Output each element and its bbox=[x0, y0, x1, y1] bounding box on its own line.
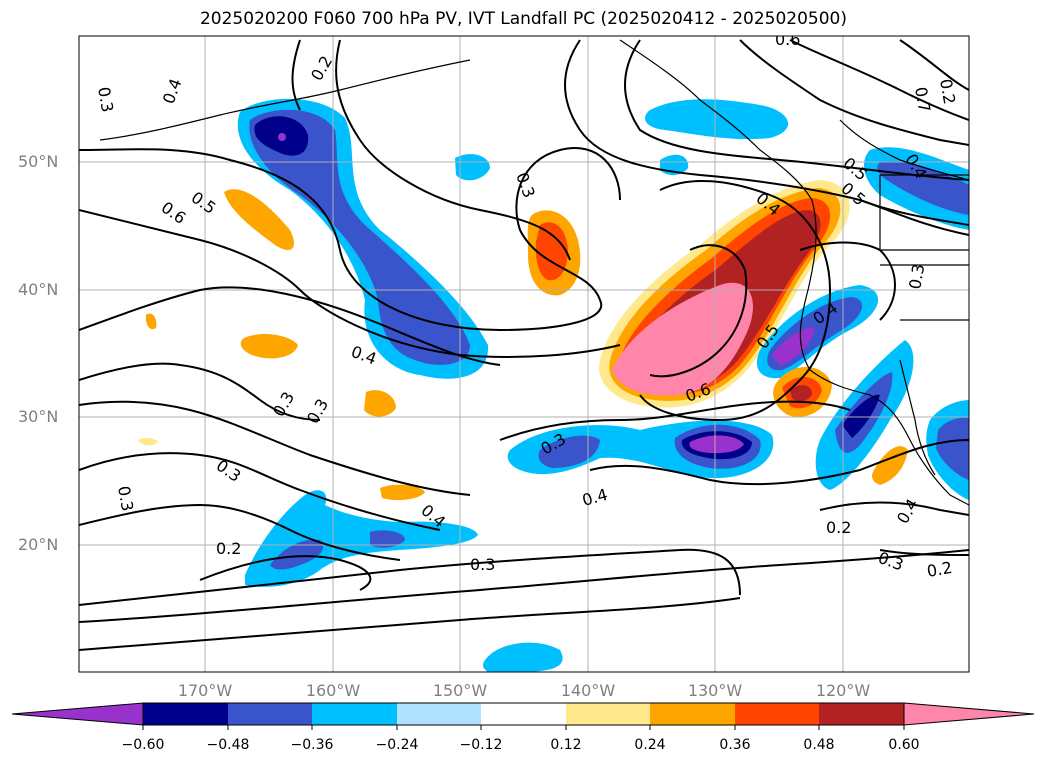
map-frame bbox=[78, 35, 970, 673]
contour-label: 0.3 bbox=[213, 456, 245, 486]
shading-layer bbox=[138, 98, 969, 672]
contour-label: 0.3 bbox=[512, 170, 539, 200]
lat-label-40n: 40°N bbox=[18, 280, 59, 299]
colorbar-tick: −0.36 bbox=[290, 737, 334, 753]
contour-label: 0.3 bbox=[303, 395, 332, 427]
graticule bbox=[79, 36, 969, 672]
colorbar-tick: 0.48 bbox=[803, 737, 835, 753]
contour-label: 0.2 bbox=[925, 558, 953, 581]
colorbar-tick: −0.24 bbox=[375, 737, 419, 753]
contour-label-layer: 0.3 0.4 0.2 0.6 0.5 0.3 0.4 0.6 0.5 0.4 … bbox=[94, 30, 959, 581]
lat-label-50n: 50°N bbox=[18, 152, 59, 171]
contour-label: 0.2 bbox=[936, 77, 959, 105]
lon-label-130w: 130°W bbox=[687, 681, 743, 700]
contour-label: 0.2 bbox=[216, 539, 241, 558]
colorbar-tick: −0.12 bbox=[459, 737, 503, 753]
map-title: 2025020200 F060 700 hPa PV, IVT Landfall… bbox=[199, 9, 847, 29]
lat-label-20n: 20°N bbox=[18, 535, 59, 554]
colorbar-tick: 0.24 bbox=[634, 737, 666, 753]
lon-label-150w: 150°W bbox=[432, 681, 488, 700]
contour-label: 0.4 bbox=[159, 76, 186, 106]
colorbar-tick: 0.36 bbox=[719, 737, 751, 753]
lon-label-170w: 170°W bbox=[177, 681, 233, 700]
colorbar-tick: −0.60 bbox=[121, 737, 165, 753]
contour-label: 0.3 bbox=[470, 555, 495, 574]
colorbar bbox=[11, 702, 1035, 730]
contour-label: 0.2 bbox=[826, 518, 851, 537]
lat-label-30n: 30°N bbox=[18, 407, 59, 426]
colorbar-tick: −0.48 bbox=[206, 737, 250, 753]
contour-label: 0.4 bbox=[580, 485, 610, 510]
contour-label: 0.3 bbox=[94, 85, 117, 113]
contour-label: 0.3 bbox=[114, 484, 137, 512]
contour-label: 0.6 bbox=[158, 198, 190, 228]
colorbar-tick: 0.12 bbox=[550, 737, 582, 753]
contour-label: 0.6 bbox=[775, 30, 800, 49]
contour-label: 0.3 bbox=[269, 388, 298, 420]
lon-label-140w: 140°W bbox=[560, 681, 616, 700]
contour-label: 0.5 bbox=[188, 188, 220, 218]
contour-label: 0.4 bbox=[893, 495, 922, 527]
pv-contours bbox=[79, 39, 969, 651]
contour-label: 0.3 bbox=[905, 262, 928, 290]
lon-label-120w: 120°W bbox=[815, 681, 871, 700]
lon-label-160w: 160°W bbox=[305, 681, 361, 700]
contour-label: 0.7 bbox=[911, 85, 934, 113]
contour-label: 0.2 bbox=[307, 52, 336, 84]
colorbar-tick: 0.60 bbox=[888, 737, 920, 753]
